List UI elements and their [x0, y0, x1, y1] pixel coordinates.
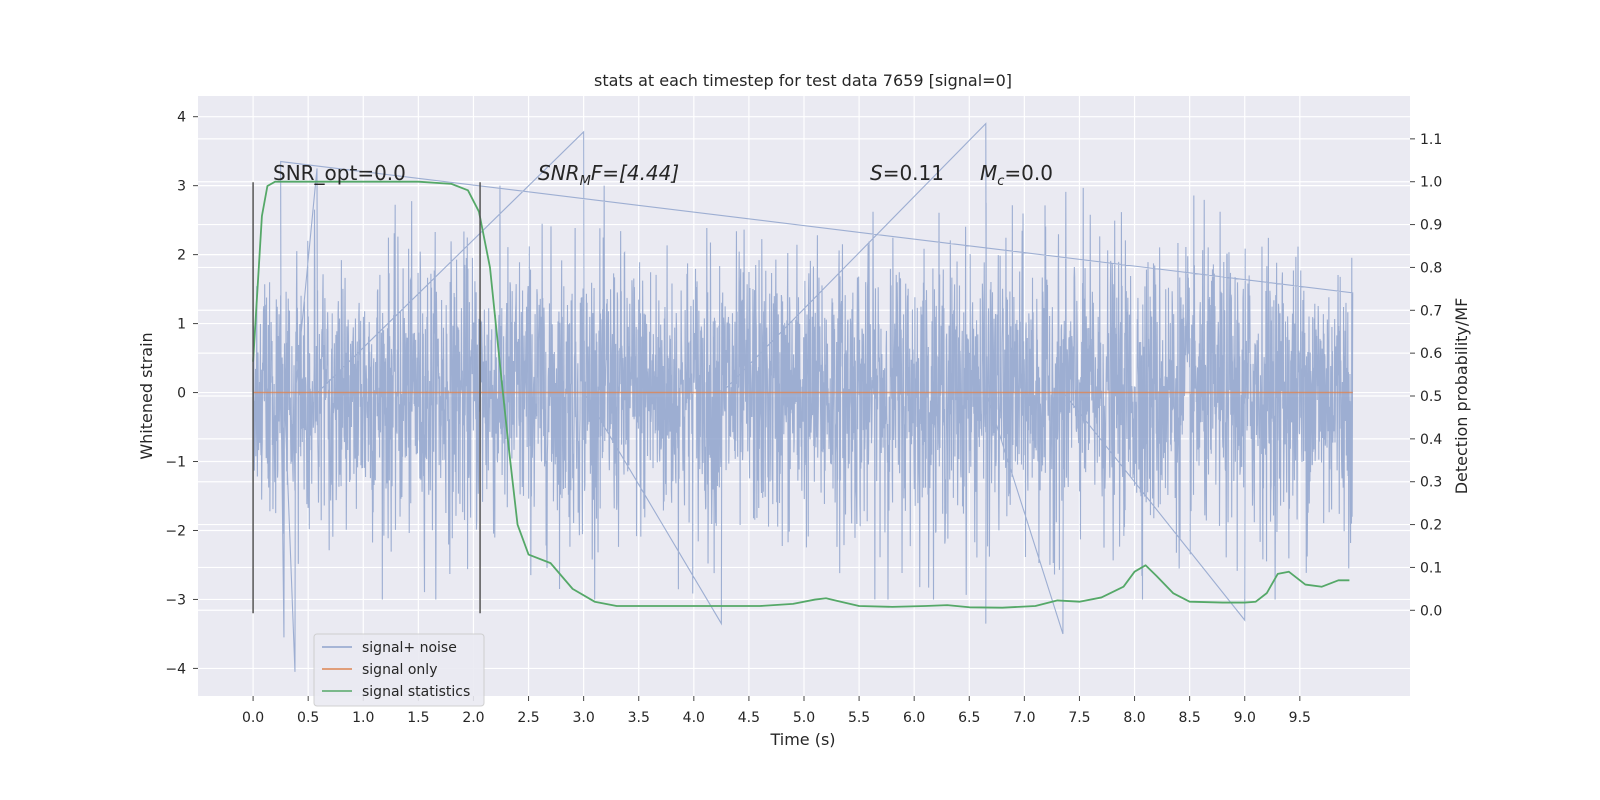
noise-trace	[252, 122, 1354, 672]
y-axis-left: −4 −3 −2 −1 0 1 2 3 4	[165, 110, 198, 677]
legend-label-signal-only: signal only	[362, 662, 437, 678]
annotation-s-symbol: S	[870, 161, 883, 185]
x-tick-label: 5.5	[848, 710, 870, 726]
annotation-snr-mf: SNRMF=[4.44]	[538, 161, 679, 189]
series-signal-statistics	[252, 180, 1350, 609]
y2-tick-label: 0.4	[1420, 432, 1442, 448]
y2-tick-label: 0.3	[1420, 475, 1442, 491]
y-tick-label: 2	[177, 248, 186, 264]
x-tick-label: 6.5	[958, 710, 980, 726]
y-tick-label: −4	[165, 661, 186, 677]
x-tick-label: 1.5	[407, 710, 429, 726]
x-tick-label: 3.0	[573, 710, 595, 726]
y2-tick-label: 0.2	[1420, 518, 1442, 534]
x-tick-label: 0.5	[297, 710, 319, 726]
y-tick-label: 3	[177, 179, 186, 195]
y-tick-label: 4	[177, 110, 186, 126]
legend-label-signal-statistics: signal statistics	[362, 684, 470, 700]
y2-tick-label: 0.5	[1420, 389, 1442, 405]
y-tick-label: 1	[177, 317, 186, 333]
y2-axis-label: Detection probability/MF	[1452, 298, 1471, 495]
annotation-mc: Mc=0.0	[980, 161, 1053, 189]
x-tick-label: 7.0	[1013, 710, 1035, 726]
annotation-snr-mf-tail: F=[4.44]	[591, 161, 679, 185]
series-lines	[252, 180, 1353, 614]
y2-tick-label: 1.0	[1420, 175, 1442, 191]
annotation-s-value: =0.11	[883, 161, 944, 185]
x-tick-label: 2.0	[462, 710, 484, 726]
x-tick-label: 8.5	[1179, 710, 1201, 726]
y2-tick-label: 0.0	[1420, 603, 1442, 619]
x-tick-label: 7.5	[1068, 710, 1090, 726]
y2-tick-label: 0.7	[1420, 303, 1442, 319]
x-tick-label: 6.0	[903, 710, 925, 726]
series-signal-noise	[252, 122, 1354, 672]
annotation-s: S=0.11	[870, 161, 944, 185]
y2-tick-label: 1.1	[1420, 132, 1442, 148]
y2-tick-label: 0.1	[1420, 560, 1442, 576]
y-tick-label: −1	[165, 455, 186, 471]
annotation-snr-mf-base: SNR	[538, 161, 580, 185]
y2-tick-label: 0.9	[1420, 218, 1442, 234]
legend: signal+ noise signal only signal statist…	[313, 633, 485, 707]
x-tick-label: 3.5	[628, 710, 650, 726]
y2-tick-label: 0.6	[1420, 346, 1442, 362]
x-tick-label: 9.5	[1289, 710, 1311, 726]
x-axis: 0.0 0.5 1.0 1.5 2.0 2.5 3.0 3.5 4.0 4.5 5.0 5.5 6.0 6…	[242, 696, 1311, 726]
annotation-mc-sub: c	[997, 174, 1004, 189]
x-tick-label: 8.0	[1123, 710, 1145, 726]
x-tick-label: 1.0	[352, 710, 374, 726]
annotation-mc-symbol: M	[980, 161, 997, 185]
y-axis-label: Whitened strain	[137, 332, 156, 459]
x-tick-label: 0.0	[242, 710, 264, 726]
annotation-snr-mf-sub: M	[580, 174, 591, 189]
y-tick-label: 0	[177, 386, 186, 402]
legend-label-signal-noise: signal+ noise	[362, 640, 457, 656]
annotation-mc-value: =0.0	[1004, 161, 1053, 185]
annotation-snr-opt: SNR_opt=0.0	[273, 161, 406, 185]
x-tick-label: 2.5	[517, 710, 539, 726]
y-tick-label: −2	[165, 523, 186, 539]
x-tick-label: 5.0	[793, 710, 815, 726]
x-tick-label: 4.5	[738, 710, 760, 726]
y-axis-right: 0.0 0.1 0.2 0.3 0.4 0.5 0.6 0.7 0.8 0.9 1.0 1.1	[1410, 132, 1442, 619]
x-tick-label: 4.0	[683, 710, 705, 726]
y-tick-label: −3	[165, 592, 186, 608]
chart-title: stats at each timestep for test data 765…	[594, 71, 1012, 90]
legend-box	[313, 633, 485, 707]
x-axis-label: Time (s)	[769, 730, 835, 749]
y2-tick-label: 0.8	[1420, 260, 1442, 276]
x-tick-label: 9.0	[1234, 710, 1256, 726]
